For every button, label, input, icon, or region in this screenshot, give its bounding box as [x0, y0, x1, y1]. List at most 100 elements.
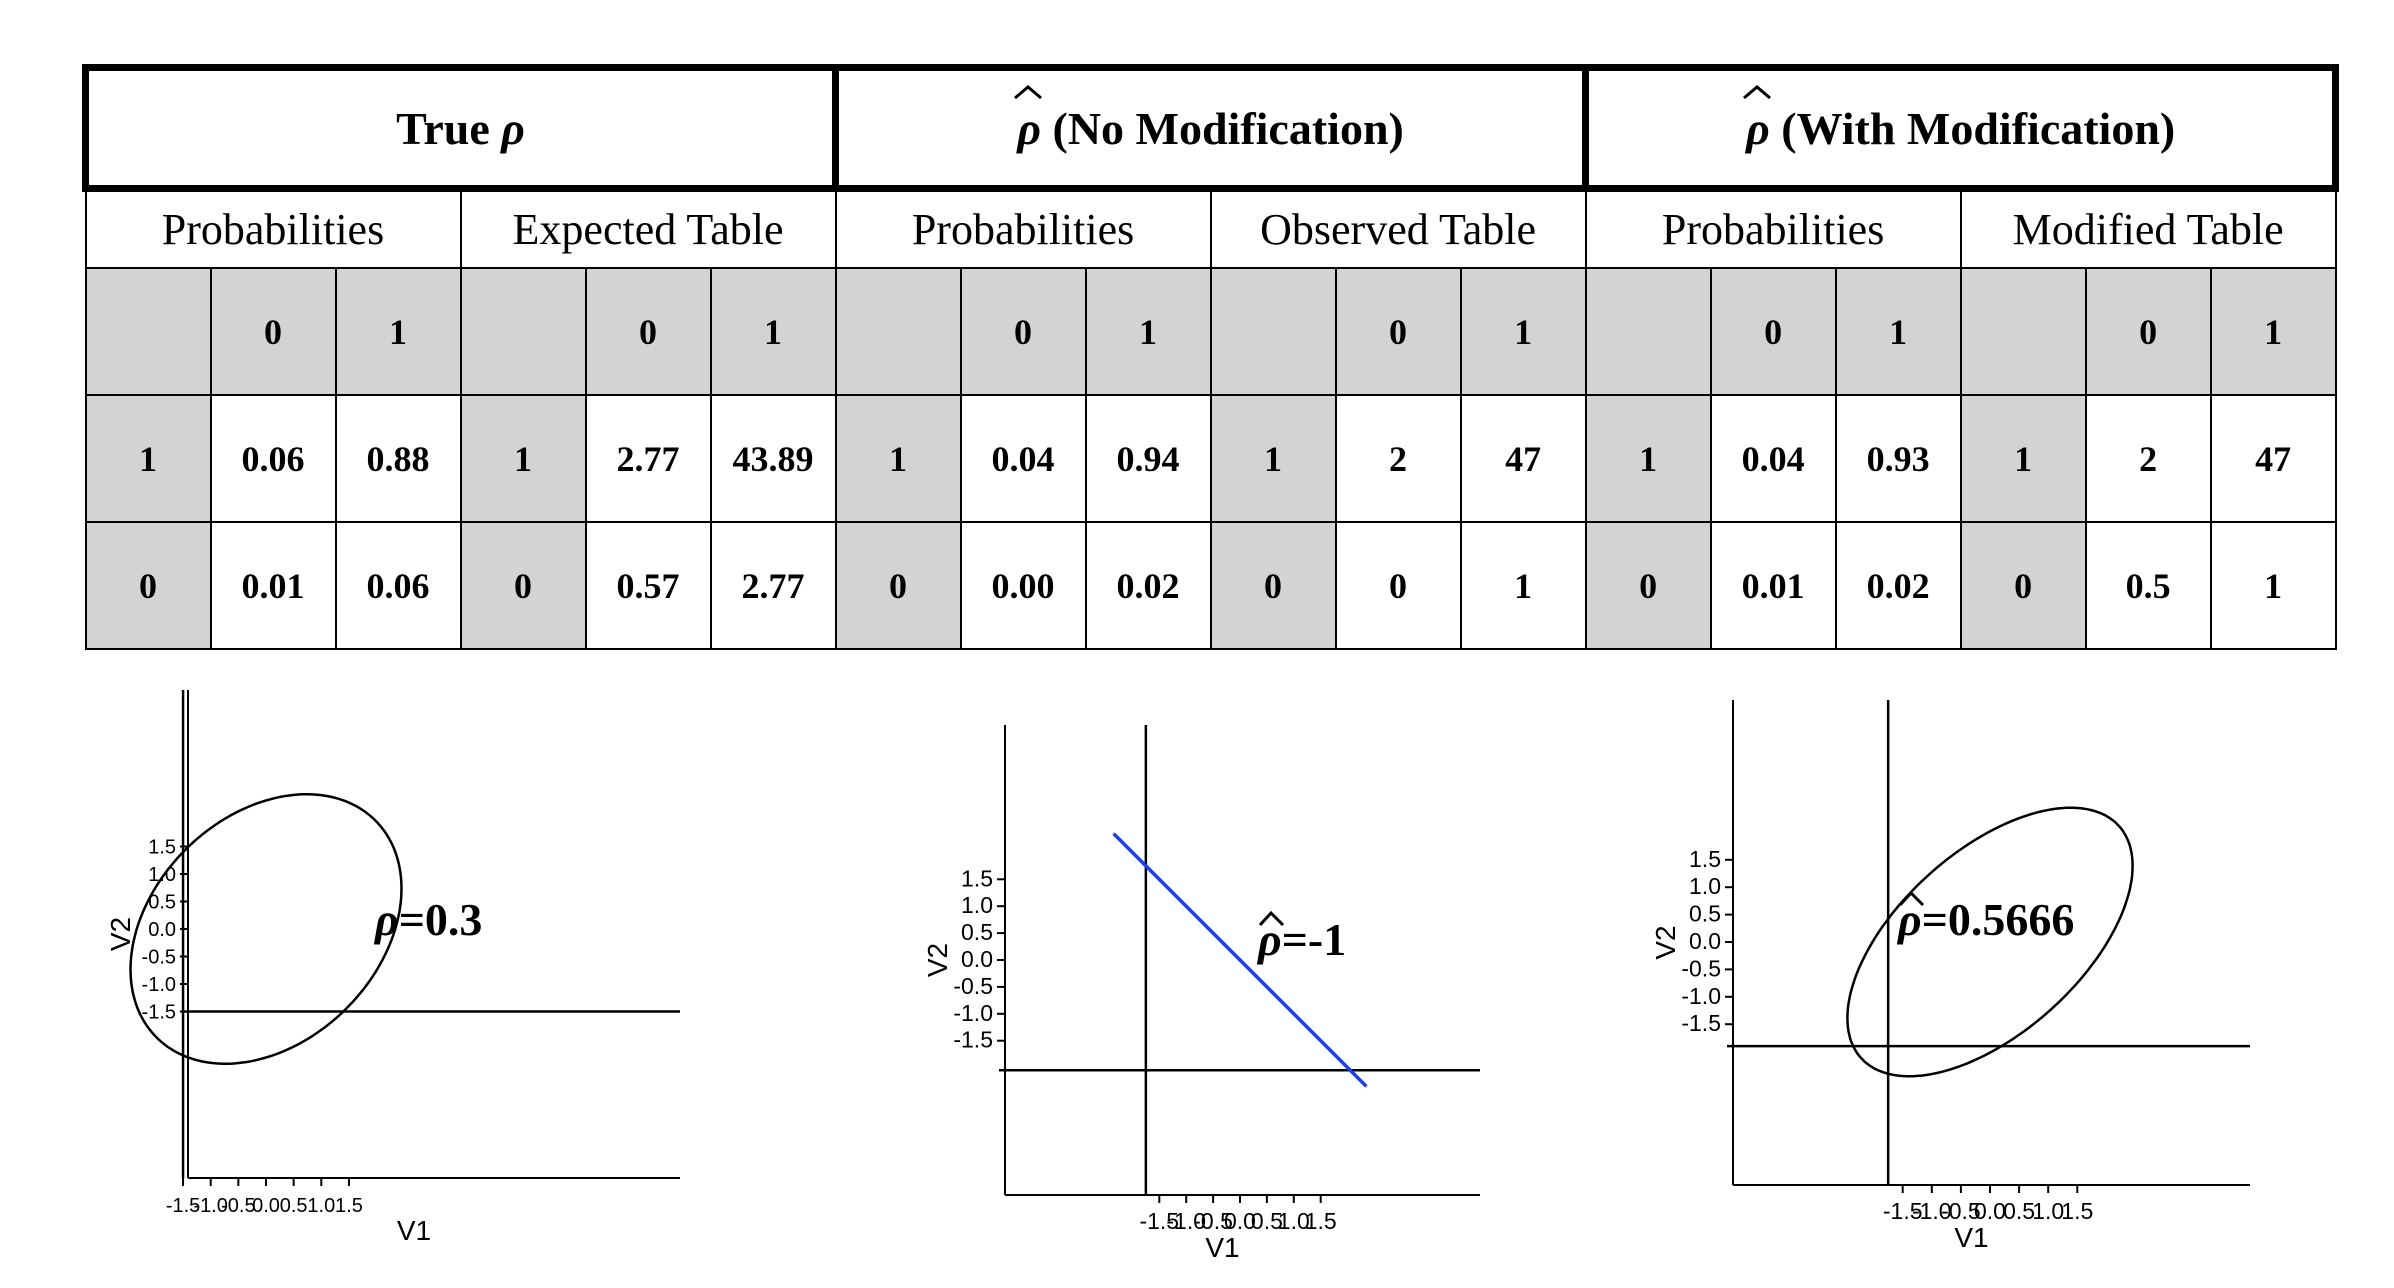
y-axis-label: V2 — [922, 943, 953, 977]
row-header: 0 — [1959, 521, 2087, 650]
row-header: 0 — [834, 521, 962, 650]
x-tick-label: -1.0 — [193, 1195, 227, 1217]
y-tick-label: 1.5 — [961, 865, 993, 891]
subheader-row: Probabilities Expected Table Probabiliti… — [84, 187, 2337, 269]
x-tick-label: 0.5 — [1251, 1208, 1283, 1234]
y-tick-label: 0.5 — [148, 892, 176, 914]
y-tick-label: 0.0 — [961, 946, 993, 972]
rho-value: =-1 — [1282, 914, 1347, 965]
x-tick-label: -1.5 — [1139, 1208, 1179, 1234]
col-header: 1 — [1084, 267, 1212, 396]
y-tick-label: -1.0 — [142, 974, 176, 996]
x-tick-label: -0.5 — [1941, 1198, 1981, 1224]
table-cell: 2 — [1334, 394, 1462, 523]
row-header: 0 — [1584, 521, 1712, 650]
subheader: Probabilities — [84, 187, 462, 269]
table-cell: 0.93 — [1834, 394, 1962, 523]
y-axis-label: V2 — [105, 917, 136, 951]
corner-cell — [459, 267, 587, 396]
x-axis-label: V1 — [1205, 1232, 1239, 1263]
regression-line — [1112, 832, 1368, 1088]
subheader: Probabilities — [1584, 187, 1962, 269]
y-tick-label: 1.0 — [1689, 873, 1721, 899]
table-cell: 0.04 — [1709, 394, 1837, 523]
row-header: 1 — [834, 394, 962, 523]
hat-accent — [1898, 890, 1925, 907]
group-header-true-rho: True ρ — [81, 64, 840, 192]
y-tick-label: 0.5 — [1689, 901, 1721, 927]
col-header: 0 — [1334, 267, 1462, 396]
hat-accent — [1258, 910, 1285, 927]
table-cell: 0.04 — [959, 394, 1087, 523]
table-cell: 43.89 — [709, 394, 837, 523]
subheader: Expected Table — [459, 187, 837, 269]
table-cell: 0.57 — [584, 521, 712, 650]
table-cell: 2 — [2084, 394, 2212, 523]
table-cell: 0 — [1334, 521, 1462, 650]
col-header: 1 — [2209, 267, 2337, 396]
y-tick-label: 1.5 — [148, 837, 176, 859]
x-tick-label: 0.5 — [2003, 1198, 2035, 1224]
x-tick-label: 1.5 — [335, 1195, 363, 1217]
row-header: 0 — [1209, 521, 1337, 650]
row-header: 1 — [84, 394, 212, 523]
x-tick-label: 1.0 — [2032, 1198, 2064, 1224]
col-header: 0 — [2084, 267, 2212, 396]
x-tick-label: 1.5 — [2061, 1198, 2093, 1224]
corner-cell — [1209, 267, 1337, 396]
x-tick-label: -1.0 — [1166, 1208, 1206, 1234]
rho-annotation: ρ=0.3 — [373, 894, 482, 945]
col-header: 1 — [709, 267, 837, 396]
row-header: 1 — [459, 394, 587, 523]
row-header: 1 — [1959, 394, 2087, 523]
group-header-row: True ρ ρ (No Modification) ρ (With Modif… — [81, 64, 2340, 192]
corner-cell — [834, 267, 962, 396]
table-cell: 0.88 — [334, 394, 462, 523]
subheader: Probabilities — [834, 187, 1212, 269]
y-tick-label: -1.5 — [953, 1027, 993, 1053]
y-axis-label: V2 — [1650, 925, 1681, 959]
x-tick-label: 1.0 — [1278, 1208, 1310, 1234]
y-tick-label: 1.0 — [961, 892, 993, 918]
x-axis-label: V1 — [1954, 1222, 1988, 1253]
col-header: 1 — [1834, 267, 1962, 396]
row-header: 0 — [84, 521, 212, 650]
rho-annotation: ρ=-1 — [1256, 914, 1346, 965]
rho-value: =0.3 — [399, 894, 483, 945]
rho-symbol: ρ — [373, 894, 399, 945]
table-cell: 0.02 — [1084, 521, 1212, 650]
data-row-1: 1 0.06 0.88 1 2.77 43.89 1 0.04 0.94 1 2 47 1 0.0… — [84, 394, 2337, 523]
y-tick-label: -0.5 — [142, 947, 176, 969]
x-tick-label: -1.0 — [1912, 1198, 1952, 1224]
confidence-ellipse — [1846, 806, 2134, 1078]
results-table: True ρ ρ (No Modification) ρ (With Modif… — [81, 64, 2340, 650]
table-cell: 0.5 — [2084, 521, 2212, 650]
y-tick-label: 0.0 — [148, 919, 176, 941]
y-tick-label: -0.5 — [953, 973, 993, 999]
group-header-no-modification: ρ (No Modification) — [832, 64, 1590, 192]
subheader: Modified Table — [1959, 187, 2337, 269]
group-header-with-modification: ρ (With Modification) — [1582, 64, 2340, 192]
x-tick-label: 0.0 — [1224, 1208, 1256, 1234]
col-header: 0 — [959, 267, 1087, 396]
x-tick-label: -1.5 — [166, 1195, 200, 1217]
table-cell: 0.01 — [209, 521, 337, 650]
corner-cell — [1584, 267, 1712, 396]
y-tick-label: 1.0 — [148, 864, 176, 886]
col-header: 0 — [209, 267, 337, 396]
table-cell: 47 — [1459, 394, 1587, 523]
corner-cell — [1959, 267, 2087, 396]
x-tick-label: -0.5 — [221, 1195, 255, 1217]
x-tick-label: -1.5 — [1883, 1198, 1923, 1224]
row-header: 1 — [1209, 394, 1337, 523]
x-tick-label: 0.0 — [252, 1195, 280, 1217]
x-tick-label: 1.5 — [1305, 1208, 1337, 1234]
y-tick-label: -1.5 — [142, 1002, 176, 1024]
y-tick-label: -1.0 — [1681, 983, 1721, 1009]
y-tick-label: -1.0 — [953, 1000, 993, 1026]
plot-panel-2: ρ=-1 — [997, 725, 1480, 1203]
row-header: 0 — [459, 521, 587, 650]
row-header: 1 — [1584, 394, 1712, 523]
